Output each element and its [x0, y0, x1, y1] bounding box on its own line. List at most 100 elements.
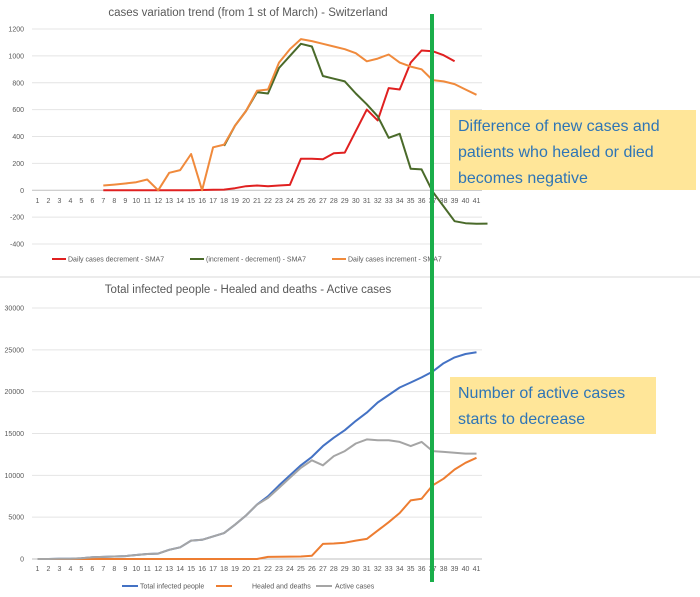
- series-line: [37, 438, 477, 560]
- x-tick-label: 33: [385, 566, 393, 573]
- annotation-negative-difference: Difference of new cases and patients who…: [450, 110, 696, 190]
- x-tick-label: 4: [68, 198, 72, 205]
- x-tick-label: 6: [90, 566, 94, 573]
- x-tick-label: 26: [308, 198, 316, 205]
- x-tick-label: 23: [275, 198, 283, 205]
- x-tick-labels: 1 2 3 4 5 6 7 8 9 10 11 12 13 14 15 16 17 18 19 20 21 22 23 24 2…: [36, 566, 481, 573]
- x-tick-label: 40: [462, 198, 470, 205]
- x-tick-label: 13: [165, 566, 173, 573]
- x-tick-label: 17: [209, 198, 217, 205]
- x-tick-label: 9: [123, 198, 127, 205]
- infected-healed-active-chart: Total infected people - Healed and death…: [5, 284, 482, 591]
- x-tick-label: 17: [209, 566, 217, 573]
- x-tick-label: 34: [396, 566, 404, 573]
- y-tick-label: 800: [12, 80, 24, 87]
- x-tick-label: 32: [374, 566, 382, 573]
- x-tick-label: 32: [374, 198, 382, 205]
- x-tick-label: 5: [79, 566, 83, 573]
- chart-title: cases variation trend (from 1 st of Marc…: [108, 7, 387, 19]
- y-tick-label: 1000: [8, 53, 24, 60]
- y-tick-label: 30000: [5, 306, 25, 313]
- x-tick-label: 35: [407, 198, 415, 205]
- x-tick-label: 27: [319, 198, 327, 205]
- x-tick-label: 8: [112, 566, 116, 573]
- x-tick-label: 7: [101, 198, 105, 205]
- y-gridlines: [32, 307, 482, 560]
- y-tick-label: -400: [10, 242, 24, 249]
- x-tick-label: 13: [165, 198, 173, 205]
- series-line: [103, 38, 477, 192]
- x-tick-labels: 1 2 3 4 5 6 7 8 9 10 11 12 13 14 15 16 17 18 19 20 21 22 23 24 2…: [36, 198, 481, 205]
- x-tick-label: 30: [352, 566, 360, 573]
- x-tick-label: 29: [341, 566, 349, 573]
- series-lines: [103, 38, 488, 225]
- x-tick-label: 21: [253, 566, 261, 573]
- x-tick-label: 24: [286, 566, 294, 573]
- x-tick-label: 7: [101, 566, 105, 573]
- x-tick-label: 9: [123, 566, 127, 573]
- y-tick-label: 10000: [5, 473, 25, 480]
- x-tick-label: 25: [297, 198, 305, 205]
- legend-label: Daily cases increment - SMA7: [348, 257, 442, 264]
- x-tick-label: 31: [363, 198, 371, 205]
- x-tick-label: 3: [57, 198, 61, 205]
- x-tick-label: 41: [473, 198, 481, 205]
- x-tick-label: 1: [36, 566, 40, 573]
- chart-title: Total infected people - Healed and death…: [105, 284, 392, 296]
- x-tick-label: 38: [440, 198, 448, 205]
- x-tick-label: 10: [132, 566, 140, 573]
- x-tick-label: 3: [57, 566, 61, 573]
- cases-variation-chart: cases variation trend (from 1 st of Marc…: [8, 7, 488, 264]
- x-tick-label: 11: [144, 198, 151, 205]
- x-tick-label: 26: [308, 566, 316, 573]
- x-tick-label: 27: [319, 566, 327, 573]
- legend: Daily cases decrement - SMA7 (increment -…: [52, 257, 442, 264]
- y-tick-labels: 0 5000 10000 15000 20000 25000 30000: [5, 306, 25, 564]
- x-tick-label: 20: [242, 566, 250, 573]
- x-tick-label: 22: [264, 566, 272, 573]
- y-tick-labels: -400 -200 0 200 400 600 800 1000 1200: [8, 27, 24, 249]
- y-tick-label: 0: [20, 188, 24, 195]
- legend-label: (increment - decrement) - SMA7: [206, 257, 306, 264]
- x-tick-label: 18: [220, 198, 228, 205]
- x-tick-label: 25: [297, 566, 305, 573]
- annotation-line: Number of active cases: [458, 385, 626, 402]
- x-tick-label: 15: [187, 198, 195, 205]
- series-line: [103, 49, 456, 192]
- x-tick-label: 33: [385, 198, 393, 205]
- x-tick-label: 6: [90, 198, 94, 205]
- y-tick-label: 0: [20, 557, 24, 564]
- x-tick-label: 14: [176, 566, 184, 573]
- annotation-line: Difference of new cases and: [458, 118, 660, 135]
- x-tick-label: 36: [418, 198, 426, 205]
- y-tick-label: 15000: [5, 431, 25, 438]
- x-tick-label: 34: [396, 198, 404, 205]
- x-tick-label: 11: [144, 566, 151, 573]
- x-tick-label: 14: [176, 198, 184, 205]
- series-line: [223, 42, 488, 225]
- y-tick-label: 1200: [8, 27, 24, 34]
- x-tick-label: 10: [132, 198, 140, 205]
- legend-label: Daily cases decrement - SMA7: [68, 257, 164, 264]
- x-tick-label: 2: [47, 198, 51, 205]
- x-tick-label: 15: [187, 566, 195, 573]
- x-tick-label: 28: [330, 198, 338, 205]
- x-tick-label: 1: [36, 198, 40, 205]
- annotation-line: starts to decrease: [458, 411, 586, 428]
- x-tick-label: 8: [112, 198, 116, 205]
- x-tick-label: 5: [79, 198, 83, 205]
- legend-label: Active cases: [335, 584, 375, 591]
- x-tick-label: 39: [451, 566, 459, 573]
- y-tick-label: 200: [12, 161, 24, 168]
- y-tick-label: 400: [12, 134, 24, 141]
- x-tick-label: 41: [473, 566, 481, 573]
- legend-label: Healed and deaths: [252, 584, 311, 591]
- legend-label: Total infected people: [140, 584, 204, 591]
- x-tick-label: 23: [275, 566, 283, 573]
- x-tick-label: 19: [231, 566, 239, 573]
- annotation-line: patients who healed or died: [458, 144, 654, 161]
- series-line: [37, 351, 477, 560]
- x-tick-label: 29: [341, 198, 349, 205]
- y-tick-label: 5000: [8, 515, 24, 522]
- x-tick-label: 35: [407, 566, 415, 573]
